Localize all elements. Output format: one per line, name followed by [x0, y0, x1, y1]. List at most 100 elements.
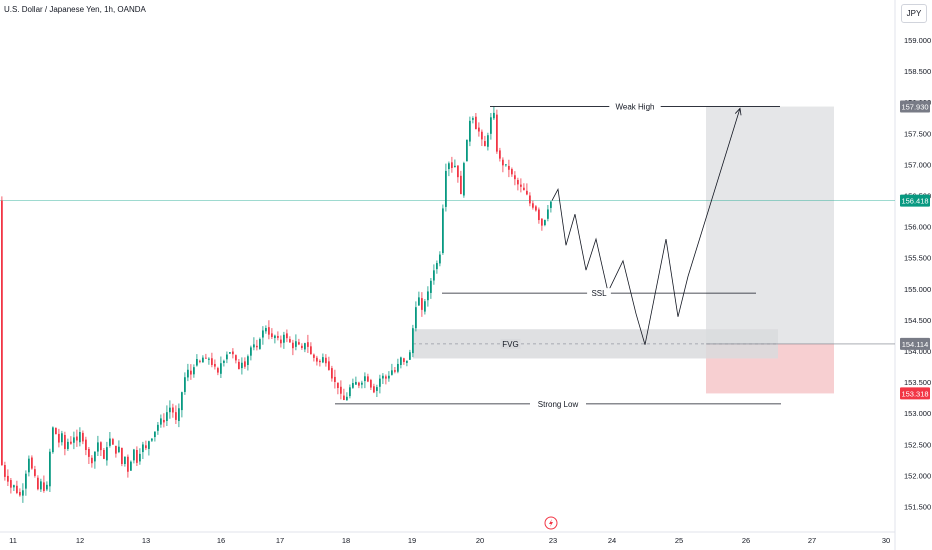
y-tick-label: 156.000 — [904, 223, 931, 232]
candle-body — [142, 444, 144, 453]
candle-body — [484, 141, 486, 147]
candle-body — [214, 363, 216, 367]
candle-body — [286, 333, 288, 339]
candle-body — [502, 159, 504, 166]
candle-body — [244, 361, 246, 367]
candle-body — [34, 469, 36, 476]
currency-button[interactable]: JPY — [901, 4, 927, 23]
current-price-tag — [900, 194, 930, 207]
candle-body — [121, 447, 123, 465]
candle-body — [436, 263, 438, 270]
candle-body — [259, 339, 261, 349]
candle-body — [418, 297, 420, 306]
candle-body — [457, 165, 459, 178]
target-zone — [706, 106, 834, 344]
y-tick-label: 155.000 — [904, 285, 931, 294]
candle-body — [427, 291, 429, 301]
strong-low-label: Strong Low — [538, 400, 579, 409]
candle-body — [118, 446, 120, 453]
candle-body — [328, 361, 330, 370]
candle-body — [391, 370, 393, 375]
candle-body — [232, 351, 234, 355]
candle-body — [460, 175, 462, 195]
stop-price-tag-text: 153.318 — [901, 389, 928, 398]
candle-body — [217, 368, 219, 373]
candle-body — [421, 298, 423, 310]
candle-body — [517, 179, 519, 185]
candle-body — [61, 433, 63, 443]
candle-body — [400, 357, 402, 365]
candle-body — [298, 342, 300, 345]
candle-body — [364, 376, 366, 382]
candle-body — [139, 453, 141, 462]
candle-body — [394, 370, 396, 372]
candle-body — [274, 335, 276, 339]
candle-body — [340, 386, 342, 394]
candle-body — [439, 254, 441, 264]
candle-body — [13, 485, 15, 488]
x-tick-label: 23 — [549, 536, 557, 545]
x-tick-label: 12 — [76, 536, 84, 545]
candle-body — [238, 361, 240, 370]
candle-body — [112, 439, 114, 445]
candle-body — [358, 382, 360, 386]
candle-body — [223, 360, 225, 363]
candle-body — [544, 220, 546, 226]
candle-body — [55, 427, 57, 435]
candle-body — [430, 280, 432, 293]
candle-body — [205, 357, 207, 359]
candle-body — [136, 450, 138, 463]
candle-body — [241, 362, 243, 369]
candle-body — [406, 360, 408, 363]
candle-body — [1, 200, 3, 466]
candle-body — [124, 456, 126, 464]
candle-body — [475, 116, 477, 130]
y-tick-label: 158.500 — [904, 67, 931, 76]
y-tick-label: 151.500 — [904, 503, 931, 512]
candle-body — [505, 164, 507, 166]
target-price-tag-text: 157.930 — [901, 103, 928, 112]
entry-price-tag-text: 154.114 — [902, 340, 929, 349]
x-tick-label: 26 — [742, 536, 750, 545]
x-tick-label: 18 — [342, 536, 350, 545]
weak-high-label: Weak High — [616, 103, 655, 112]
lightning-icon[interactable] — [544, 516, 558, 530]
candle-body — [379, 378, 381, 387]
candle-body — [265, 327, 267, 332]
y-tick-label: 154.500 — [904, 316, 931, 325]
candle-body — [208, 358, 210, 360]
candle-body — [163, 419, 165, 423]
candle-body — [532, 203, 534, 208]
candle-body — [466, 139, 468, 162]
candle-body — [37, 477, 39, 490]
candle-body — [361, 382, 363, 385]
candle-body — [103, 450, 105, 459]
price-axis[interactable]: 159.000158.500158.000157.500157.000156.5… — [894, 0, 931, 550]
candle-body — [316, 357, 318, 362]
candle-body — [22, 490, 24, 496]
candle-body — [442, 208, 444, 254]
candle-body — [490, 117, 492, 134]
candle-body — [469, 120, 471, 142]
candle-body — [415, 307, 417, 329]
time-axis[interactable]: 11 12 13 16 17 18 19 20 23 24 25 26 27 30 — [0, 531, 895, 545]
candle-body — [448, 163, 450, 170]
candle-body — [385, 376, 387, 379]
weak-high-label-bg — [609, 101, 661, 112]
drawings-layer[interactable]: Weak High SSL Strong Low FVG — [335, 101, 781, 409]
candle-body — [94, 451, 96, 462]
candle-body — [334, 376, 336, 382]
candle-body — [169, 407, 171, 413]
candle-body — [187, 369, 189, 378]
candle-body — [451, 162, 453, 168]
candle-body — [49, 451, 51, 487]
candle-body — [40, 481, 42, 490]
candle-body — [226, 354, 228, 360]
candle-body — [301, 345, 303, 348]
fvg-label: FVG — [502, 340, 518, 349]
x-tick-label: 13 — [142, 536, 150, 545]
y-tick-label: 157.000 — [904, 160, 931, 169]
candle-body — [304, 343, 306, 350]
candle-body — [373, 386, 375, 393]
